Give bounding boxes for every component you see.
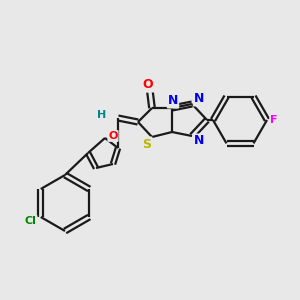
Text: N: N [194,92,204,106]
Text: N: N [168,94,178,107]
Text: F: F [270,115,278,125]
Text: O: O [143,79,153,92]
Text: S: S [142,137,152,151]
Text: H: H [98,110,106,120]
Text: Cl: Cl [25,216,37,226]
Text: N: N [194,134,204,148]
Text: O: O [108,131,118,141]
